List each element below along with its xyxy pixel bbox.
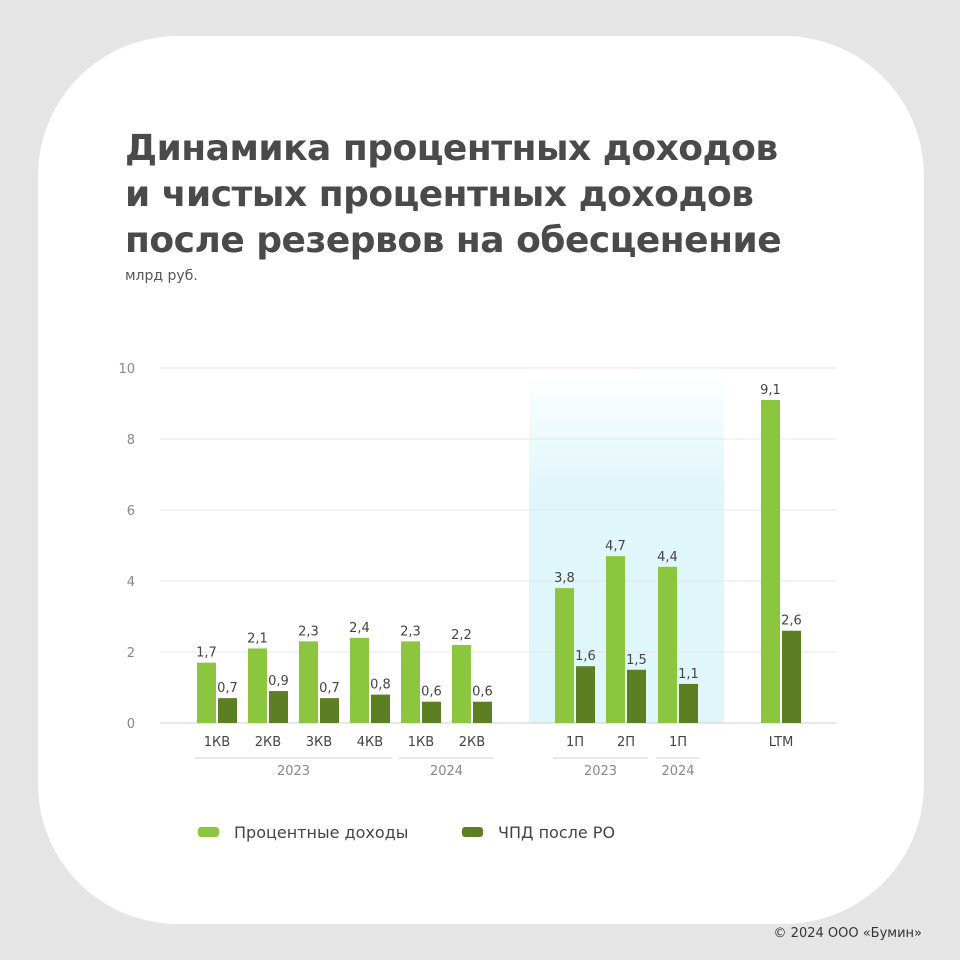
bar-chpd-posle-ro <box>320 698 339 723</box>
bar-chpd-posle-ro <box>627 669 646 723</box>
bar-procentnye-dohody <box>452 644 471 723</box>
data-label: 2,3 <box>400 624 421 639</box>
data-label: 9,1 <box>760 383 781 398</box>
data-label: 1,5 <box>626 653 647 668</box>
year-group-label: 2024 <box>430 764 463 779</box>
bar-procentnye-dohody <box>606 556 625 723</box>
year-group-label: 2023 <box>584 764 617 779</box>
bar-procentnye-dohody <box>761 399 780 723</box>
data-label: 3,8 <box>554 571 575 586</box>
data-label: 2,6 <box>781 614 802 629</box>
data-label: 0,6 <box>472 685 493 700</box>
chart-title: Динамика процентных доходов и чистых про… <box>125 126 885 264</box>
data-label: 0,7 <box>217 681 238 696</box>
y-tick-label: 0 <box>127 717 135 732</box>
bar-procentnye-dohody <box>350 637 369 723</box>
y-tick-label: 8 <box>127 433 135 448</box>
bar-chpd-posle-ro <box>371 694 390 723</box>
data-label: 0,9 <box>268 674 289 689</box>
data-label: 0,8 <box>370 678 391 693</box>
x-tick-label: 2П <box>617 735 635 750</box>
chart-title-line-3: после резервов на обесценение <box>125 220 782 261</box>
x-tick-label: 3КВ <box>306 735 332 750</box>
bar-procentnye-dohody <box>555 588 574 723</box>
legend-chpd-posle-ro: ЧПД после РО <box>498 823 615 842</box>
year-group-label: 2024 <box>661 764 694 779</box>
x-tick-label: 2КВ <box>255 735 281 750</box>
bar-procentnye-dohody <box>401 641 420 723</box>
y-tick-label: 4 <box>127 575 135 590</box>
copyright-text: © 2024 ООО «Бумин» <box>773 926 922 941</box>
bar-procentnye-dohody <box>299 641 318 723</box>
bar-chpd-posle-ro <box>218 698 237 723</box>
bar-chpd-posle-ro <box>473 701 492 723</box>
chart-title-line-2: и чистых процентных доходов <box>125 174 754 215</box>
data-label: 1,6 <box>575 649 596 664</box>
x-tick-label: 1КВ <box>408 735 434 750</box>
chart-title-line-1: Динамика процентных доходов <box>125 128 778 169</box>
data-label: 2,4 <box>349 621 370 636</box>
legend-swatch <box>462 827 483 837</box>
bar-chpd-posle-ro <box>782 630 801 723</box>
data-label: 0,7 <box>319 681 340 696</box>
bar-procentnye-dohody <box>248 648 267 723</box>
x-tick-label: 1КВ <box>204 735 230 750</box>
legend-procentnye-dohody: Процентные доходы <box>234 823 408 842</box>
y-tick-label: 2 <box>127 646 135 661</box>
data-label: 2,3 <box>298 624 319 639</box>
bar-chpd-posle-ro <box>576 666 595 723</box>
bar-chpd-posle-ro <box>679 683 698 723</box>
data-label: 4,4 <box>657 550 678 565</box>
data-label: 4,7 <box>605 539 626 554</box>
bar-procentnye-dohody <box>658 566 677 723</box>
data-label: 1,7 <box>196 646 217 661</box>
x-tick-label: LTM <box>769 735 794 750</box>
data-label: 0,6 <box>421 685 442 700</box>
y-tick-label: 10 <box>118 362 135 377</box>
year-group-label: 2023 <box>277 764 310 779</box>
x-tick-label: 2КВ <box>459 735 485 750</box>
data-label: 2,2 <box>451 628 472 643</box>
y-tick-label: 6 <box>127 504 135 519</box>
bar-chpd-posle-ro <box>422 701 441 723</box>
x-tick-label: 1П <box>669 735 687 750</box>
x-tick-label: 1П <box>566 735 584 750</box>
bar-chpd-posle-ro <box>269 691 288 723</box>
data-label: 1,1 <box>678 667 699 682</box>
data-label: 2,1 <box>247 631 268 646</box>
bar-procentnye-dohody <box>197 662 216 723</box>
legend-swatch <box>198 827 219 837</box>
unit-label: млрд руб. <box>125 268 198 284</box>
x-tick-label: 4КВ <box>357 735 383 750</box>
